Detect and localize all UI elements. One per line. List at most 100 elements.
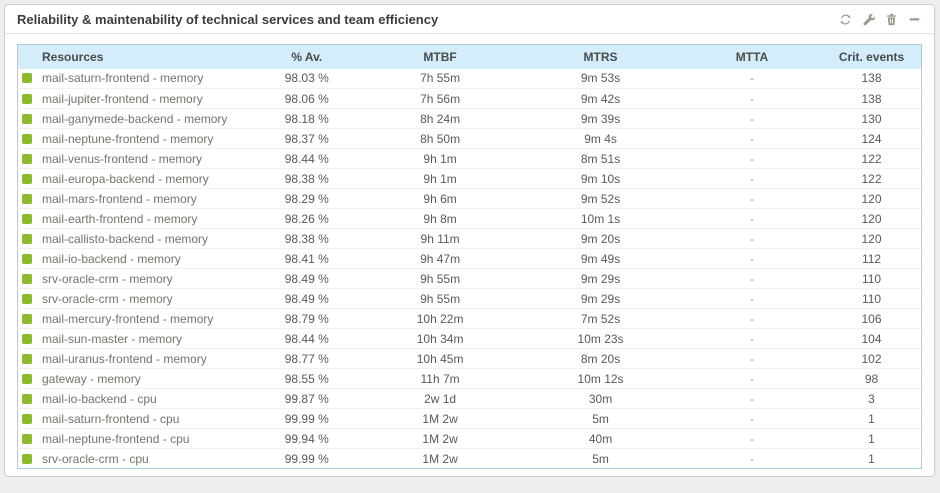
crit-cell: 1 [822,428,922,449]
table-row[interactable]: gateway - memory 98.55 % 11h 7m 10m 12s -98 [17,368,922,389]
crit-cell: 120 [822,228,922,249]
mtbf-cell: 9h 1m [361,148,520,169]
mtbf-cell: 10h 45m [361,348,520,369]
resource-name: srv-oracle-crm - memory [42,291,173,306]
mtrs-cell: 9m 10s [519,168,682,189]
availability-cell: 98.44 % [252,148,361,169]
table-row[interactable]: mail-jupiter-frontend - memory 98.06 % 7h … [17,88,922,109]
reliability-table: Resources% Av. MTBF MTRS MTTA Crit. events m… [17,44,922,469]
status-ok-icon [22,133,32,144]
resource-name: gateway - memory [42,371,141,386]
mtta-cell: - [681,328,823,349]
resource-cell: mail-earth-frontend - memory [17,208,253,229]
availability-cell: 98.38 % [252,168,361,189]
mtrs-cell: 9m 4s [519,128,682,149]
resource-cell: mail-neptune-frontend - memory [17,128,253,149]
mtbf-cell: 1M 2w [361,408,520,429]
resource-name: srv-oracle-crm - cpu [42,451,149,466]
table-row[interactable]: mail-neptune-frontend - cpu 99.94 % 1M 2w 4… [17,428,922,449]
table-row[interactable]: mail-io-backend - memory 98.41 % 9h 47m 9m … [17,248,922,269]
mtta-cell: - [681,208,823,229]
availability-cell: 99.87 % [252,388,361,409]
availability-cell: 98.03 % [284,71,329,86]
resource-name: mail-earth-frontend - memory [42,211,198,226]
table-row[interactable]: mail-ganymede-backend - memory 98.18 % 8h … [17,108,922,129]
mtta-cell: - [681,128,823,149]
availability-cell: 99.99 % [252,408,361,429]
availability-cell: 98.49 % [252,268,361,289]
mtrs-cell: 5m [519,448,682,469]
table-row[interactable]: mail-neptune-frontend - memory 98.37 % 8h … [17,128,922,149]
mtbf-cell: 11h 7m [361,368,520,389]
availability-cell: 98.55 % [252,368,361,389]
table-row[interactable]: srv-oracle-crm - memory 98.49 % 9h 55m 9m 2… [17,288,922,309]
table-row[interactable]: mail-saturn-frontend - cpu 99.99 % 1M 2w 5m… [17,408,922,429]
availability-cell: 99.94 % [252,428,361,449]
mtta-cell: - [681,348,823,369]
crit-cell: 98 [822,368,922,389]
crit-cell: 110 [822,288,922,309]
table-row[interactable]: mail-uranus-frontend - memory 98.77 % 10h … [17,348,922,369]
status-ok-icon [22,293,32,304]
resource-name: srv-oracle-crm - memory [42,271,173,286]
table-row[interactable]: srv-oracle-crm - memory 98.49 % 9h 55m 9m 2… [17,268,922,289]
table-row[interactable]: mail-earth-frontend - memory 98.26 % 9h 8m… [17,208,922,229]
table-row[interactable]: mail-callisto-backend - memory 98.38 % 9h … [17,228,922,249]
resource-cell: mail-uranus-frontend - memory [17,348,253,369]
mtbf-cell: 8h 24m [361,108,520,129]
crit-cell: 3 [822,388,922,409]
resource-name: mail-ganymede-backend - memory [42,111,228,126]
resource-cell: mail-jupiter-frontend - memory [17,88,253,109]
mtbf-cell: 1M 2w [361,428,520,449]
table-row[interactable]: mail-mercury-frontend - memory 98.79 % 10h… [17,308,922,329]
resource-cell: mail-mercury-frontend - memory [17,308,253,329]
status-ok-icon [22,193,32,204]
mtrs-cell: 40m [519,428,682,449]
column-header-crit: Crit. events [822,44,922,69]
availability-cell: 98.26 % [252,208,361,229]
mtrs-cell: 9m 42s [519,88,682,109]
mtrs-cell: 9m 29s [519,288,682,309]
table-row[interactable]: mail-venus-frontend - memory 98.44 % 9h 1m… [17,148,922,169]
availability-cell: 98.49 % [252,288,361,309]
table-row[interactable]: srv-oracle-crm - cpu 99.99 % 1M 2w 5m -1 [17,448,922,469]
collapse-button[interactable] [905,12,924,27]
resource-name: mail-jupiter-frontend - memory [42,91,203,106]
resource-name: mail-sun-master - memory [42,331,183,346]
availability-cell: 98.18 % [252,108,361,129]
status-ok-icon [22,453,32,464]
widget-reliability: Reliability & maintenability of technica… [4,4,935,477]
resource-cell: mail-io-backend - cpu [17,388,253,409]
refresh-button[interactable] [836,12,855,27]
status-ok-icon [22,353,32,364]
table-row[interactable]: mail-saturn-frontend - memory 98.03 % 7h 5… [18,69,922,89]
table-container: Resources% Av. MTBF MTRS MTTA Crit. events m… [17,44,922,469]
status-ok-icon [22,93,32,104]
wrench-button[interactable] [859,12,878,27]
table-row[interactable]: mail-europa-backend - memory 98.38 % 9h 1m… [17,168,922,189]
column-header-mtrs: MTRS [519,44,682,69]
crit-cell: 120 [822,188,922,209]
crit-cell: 120 [822,208,922,229]
trash-button[interactable] [882,12,901,27]
table-row[interactable]: mail-io-backend - cpu 99.87 % 2w 1d 30m -3 [17,388,922,409]
resource-name: mail-saturn-frontend - memory [42,71,204,86]
resource-name: mail-io-backend - cpu [42,391,157,406]
resource-cell: mail-sun-master - memory [17,328,253,349]
mtta-cell: - [681,228,823,249]
resource-cell: mail-europa-backend - memory [17,168,253,189]
status-ok-icon [22,413,32,424]
mtbf-cell: 10h 34m [361,328,520,349]
resource-name: mail-mars-frontend - memory [42,191,197,206]
crit-cell: 124 [822,128,922,149]
column-header-mtbf: MTBF [361,44,520,69]
table-row[interactable]: mail-sun-master - memory 98.44 % 10h 34m 10… [17,328,922,349]
mtbf-cell: 10h 22m [361,308,520,329]
crit-cell: 122 [822,168,922,189]
availability-cell: 99.99 % [252,448,361,469]
table-row[interactable]: mail-mars-frontend - memory 98.29 % 9h 6m 9… [17,188,922,209]
widget-header: Reliability & maintenability of technica… [5,5,934,34]
crit-cell: 122 [822,148,922,169]
resource-cell: srv-oracle-crm - cpu [17,448,253,469]
resource-cell: mail-venus-frontend - memory [17,148,253,169]
